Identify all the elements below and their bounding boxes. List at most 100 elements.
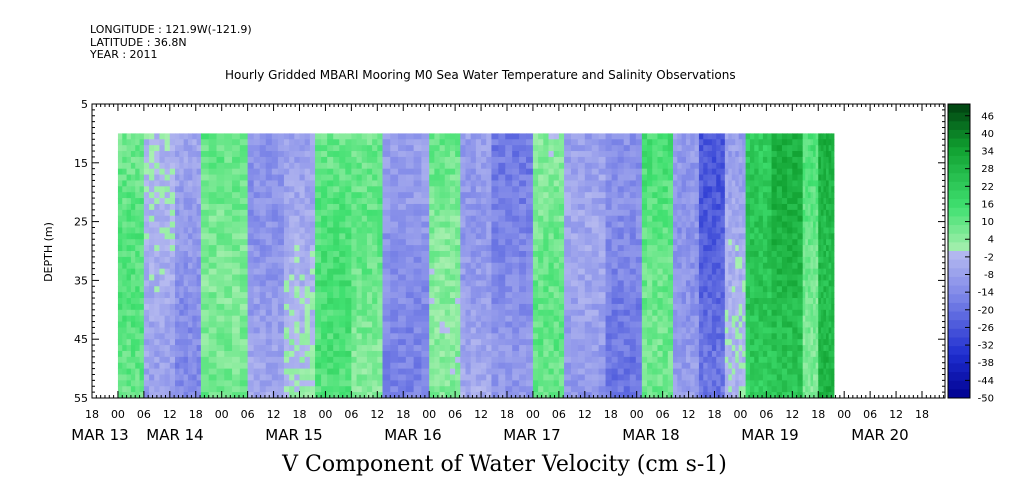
- heatmap-cell: [667, 221, 674, 229]
- heatmap-cell: [677, 321, 683, 329]
- heatmap-cell: [481, 392, 487, 398]
- heatmap-cell: [657, 215, 664, 223]
- heatmap-cell: [598, 298, 607, 305]
- heatmap-cell: [164, 274, 171, 281]
- heatmap-cell: [175, 168, 180, 176]
- heatmap-cell: [605, 380, 613, 387]
- heatmap-cell: [372, 286, 378, 293]
- heatmap-cell: [703, 215, 709, 223]
- heatmap-cell: [345, 133, 352, 140]
- heatmap-cell: [159, 221, 166, 229]
- heatmap-cell: [179, 168, 185, 176]
- heatmap-cell: [728, 233, 733, 240]
- heatmap-cell: [553, 315, 560, 323]
- heatmap-cell: [647, 380, 653, 387]
- heatmap-cell: [617, 345, 625, 352]
- heatmap-cell: [635, 233, 643, 240]
- heatmap-cell: [635, 245, 643, 252]
- heatmap-cell: [498, 262, 506, 270]
- heatmap-cell: [361, 286, 368, 293]
- heatmap-cell: [361, 251, 368, 258]
- heatmap-cell: [304, 292, 311, 299]
- heatmap-cell: [271, 239, 279, 246]
- heatmap-cell: [259, 151, 267, 158]
- heatmap-cell: [598, 368, 607, 376]
- heatmap-cell: [728, 227, 733, 234]
- heatmap-cell: [703, 280, 709, 287]
- heatmap-cell: [321, 280, 328, 287]
- heatmap-cell: [247, 339, 255, 346]
- heatmap-cell: [149, 245, 155, 252]
- heatmap-cell: [139, 315, 145, 323]
- heatmap-cell: [617, 280, 625, 287]
- heatmap-cell: [605, 239, 613, 246]
- heatmap-cell: [382, 386, 391, 393]
- heatmap-cell: [247, 139, 255, 146]
- heatmap-cell: [543, 227, 550, 234]
- heatmap-cell: [390, 274, 399, 281]
- heatmap-cell: [558, 362, 565, 370]
- heatmap-cell: [356, 380, 363, 387]
- heatmap-cell: [271, 315, 279, 323]
- heatmap-cell: [605, 215, 613, 223]
- heatmap-cell: [711, 256, 717, 264]
- heatmap-cell: [126, 192, 132, 199]
- heatmap-cell: [429, 168, 435, 176]
- heatmap-cell: [481, 356, 487, 364]
- heatmap-cell: [429, 350, 435, 358]
- heatmap-cell: [505, 280, 513, 287]
- heatmap-cell: [149, 239, 155, 246]
- heatmap-cell: [673, 215, 678, 223]
- heatmap-cell: [728, 268, 733, 276]
- heatmap-cell: [598, 280, 607, 287]
- heatmap-cell: [294, 380, 301, 387]
- heatmap-cell: [179, 151, 185, 158]
- heatmap-cell: [192, 274, 198, 281]
- heatmap-cell: [570, 162, 579, 170]
- heatmap-cell: [372, 151, 378, 158]
- heatmap-cell: [532, 221, 539, 229]
- heatmap-cell: [724, 239, 729, 246]
- heatmap-cell: [299, 350, 306, 358]
- heatmap-cell: [304, 262, 311, 270]
- heatmap-cell: [421, 180, 430, 187]
- heatmap-cell: [196, 145, 202, 152]
- heatmap-cell: [200, 292, 210, 299]
- heatmap-cell: [598, 251, 607, 258]
- heatmap-cell: [135, 274, 141, 281]
- heatmap-cell: [434, 380, 441, 387]
- heatmap-cell: [122, 362, 128, 370]
- heatmap-cell: [623, 174, 631, 182]
- heatmap-cell: [122, 303, 128, 311]
- heatmap-cell: [283, 192, 290, 199]
- heatmap-cell: [289, 309, 295, 317]
- heatmap-cell: [183, 380, 189, 387]
- heatmap-cell: [183, 262, 189, 270]
- heatmap-cell: [339, 339, 346, 346]
- heatmap-cell: [558, 151, 565, 158]
- heatmap-cell: [339, 362, 346, 370]
- heatmap-cell: [526, 262, 534, 270]
- heatmap-cell: [179, 368, 185, 376]
- heatmap-cell: [382, 292, 391, 299]
- heatmap-cell: [724, 350, 729, 358]
- heatmap-cell: [731, 203, 736, 211]
- heatmap-cell: [421, 227, 430, 234]
- heatmap-cell: [720, 374, 726, 381]
- heatmap-cell: [685, 256, 691, 264]
- heatmap-cell: [398, 174, 407, 182]
- heatmap-cell: [652, 327, 659, 334]
- heatmap-cell: [361, 309, 368, 317]
- heatmap-cell: [605, 133, 613, 140]
- heatmap-cell: [253, 380, 261, 387]
- heatmap-cell: [216, 339, 225, 346]
- heatmap-cell: [681, 333, 687, 340]
- heatmap-cell: [564, 327, 572, 334]
- heatmap-cell: [289, 380, 295, 387]
- heatmap-cell: [553, 245, 560, 252]
- heatmap-cell: [299, 192, 306, 199]
- heatmap-cell: [183, 274, 189, 281]
- heatmap-cell: [662, 256, 669, 264]
- heatmap-cell: [309, 221, 316, 229]
- heatmap-cell: [703, 139, 709, 146]
